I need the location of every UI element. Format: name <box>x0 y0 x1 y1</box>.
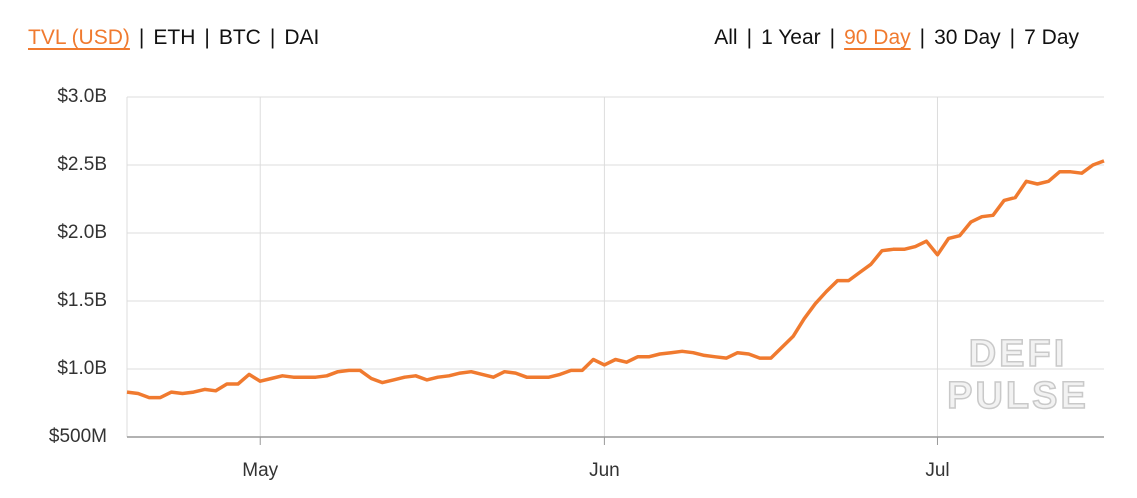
range-tab[interactable]: 30 Day <box>934 26 1001 49</box>
range-tab[interactable]: 1 Year <box>761 26 821 49</box>
range-tab[interactable]: 7 Day <box>1024 26 1079 49</box>
y-tick-label: $1.0B <box>57 358 107 379</box>
range-tab[interactable]: All <box>714 26 738 49</box>
range-tab[interactable]: 90 Day <box>844 26 911 49</box>
separator: | <box>746 26 753 49</box>
metric-tab[interactable]: TVL (USD) <box>28 26 130 49</box>
y-tick-label: $2.0B <box>57 222 107 243</box>
x-tick-label: Jun <box>589 460 620 481</box>
separator: | <box>1009 26 1016 49</box>
x-tick-label: May <box>242 460 278 481</box>
range-tabs: All | 1 Year | 90 Day | 30 Day | 7 Day <box>714 26 1079 50</box>
separator: | <box>919 26 926 49</box>
watermark: DEFI <box>969 333 1068 375</box>
y-tick-label: $1.5B <box>57 290 107 311</box>
separator: | <box>138 26 145 49</box>
y-tick-label: $500M <box>49 426 107 447</box>
y-tick-label: $2.5B <box>57 154 107 175</box>
separator: | <box>829 26 836 49</box>
metric-tabs: TVL (USD) | ETH | BTC | DAI <box>28 26 319 50</box>
watermark: PULSE <box>947 375 1089 417</box>
metric-tab[interactable]: BTC <box>218 26 261 49</box>
line <box>126 159 1105 400</box>
separator: | <box>269 26 276 49</box>
x-tick-label: Jul <box>925 460 949 481</box>
separator: | <box>204 26 210 49</box>
y-tick-label: $3.0B <box>57 86 107 107</box>
metric-tab[interactable]: DAI <box>284 26 320 49</box>
metric-tab[interactable]: ETH <box>153 26 196 49</box>
